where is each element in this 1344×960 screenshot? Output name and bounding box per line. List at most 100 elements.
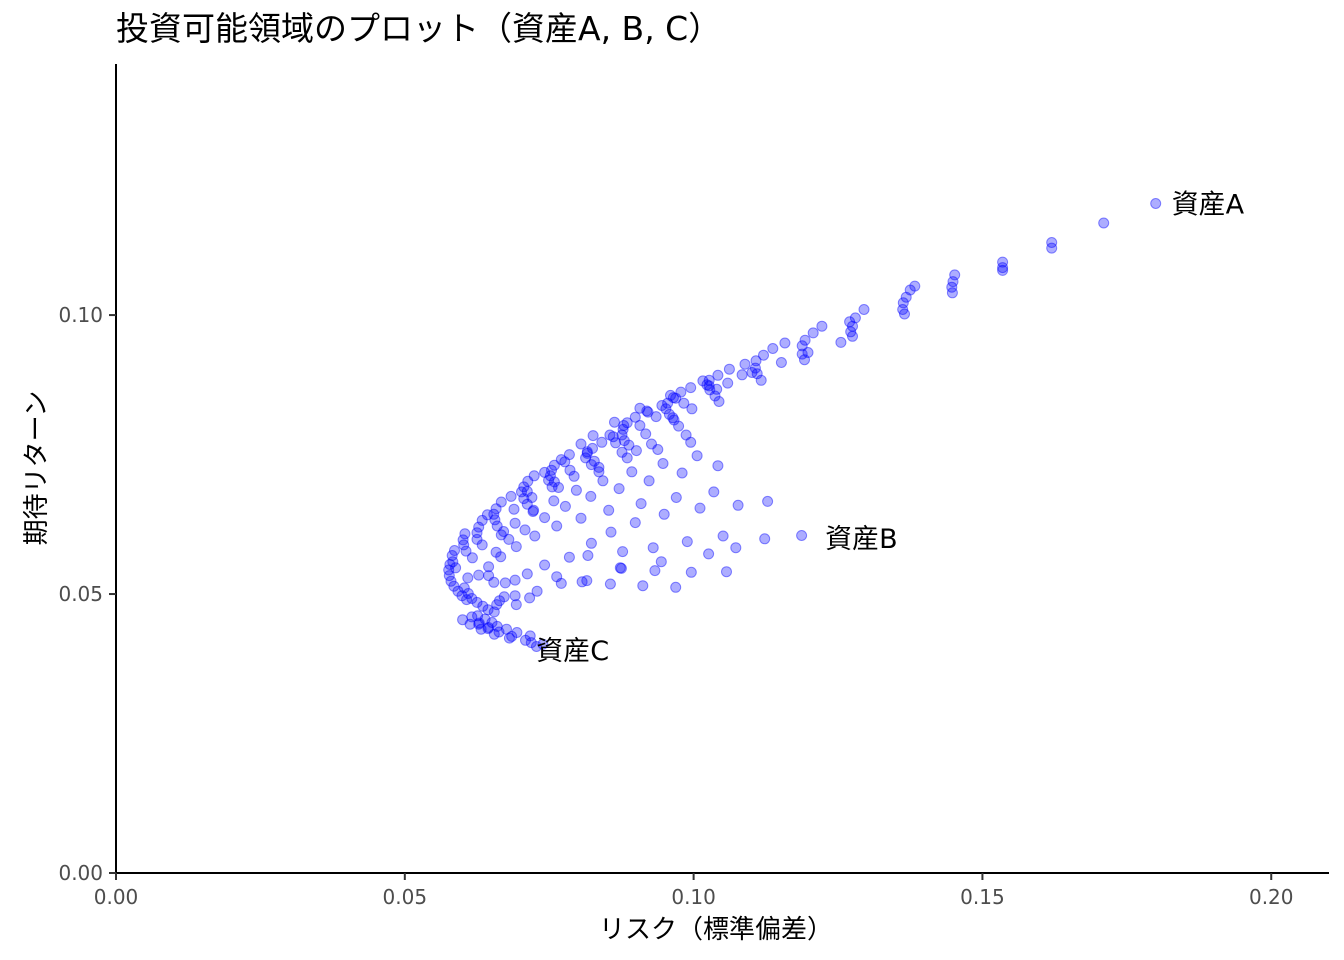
data-point — [1046, 242, 1058, 254]
data-point — [443, 564, 455, 576]
data-point — [588, 455, 600, 467]
data-point — [617, 423, 629, 435]
data-point — [568, 470, 580, 482]
data-point — [711, 383, 723, 395]
data-point — [581, 447, 593, 459]
data-point — [667, 412, 679, 424]
data-point — [498, 591, 510, 603]
data-point — [755, 374, 767, 386]
data-point — [528, 470, 540, 482]
data-point — [605, 526, 617, 538]
data-point — [486, 617, 498, 628]
data-point — [621, 452, 633, 464]
data-point — [685, 382, 697, 394]
data-point — [909, 280, 921, 292]
data-point — [658, 508, 670, 520]
data-point — [473, 521, 485, 533]
data-point — [462, 572, 474, 584]
data-point — [457, 614, 469, 626]
data-point — [779, 337, 791, 349]
x-tick-label: 0.10 — [671, 885, 716, 909]
data-point — [667, 392, 679, 404]
data-point — [847, 320, 858, 332]
data-point — [460, 545, 472, 557]
data-point — [1046, 237, 1058, 248]
data-point — [587, 430, 599, 442]
data-point — [445, 575, 457, 587]
data-point — [703, 380, 715, 392]
data-point — [466, 593, 478, 604]
data-point — [732, 499, 744, 511]
data-point — [509, 517, 521, 529]
data-point — [900, 291, 912, 303]
data-point — [581, 446, 593, 458]
data-point — [712, 369, 724, 381]
chart-title: 投資可能領域のプロット（資産A, B, C） — [116, 9, 721, 48]
data-point — [730, 542, 742, 554]
data-point — [464, 618, 476, 630]
data-point — [704, 384, 716, 396]
data-point — [527, 506, 539, 517]
data-point — [618, 420, 630, 431]
data-point — [1150, 198, 1162, 209]
data-point — [476, 514, 488, 526]
data-point — [618, 435, 630, 447]
data-point — [647, 542, 659, 554]
data-point — [585, 490, 597, 502]
data-point — [642, 406, 654, 418]
data-point — [539, 512, 551, 524]
data-point — [949, 269, 961, 281]
data-point — [722, 377, 734, 389]
data-point — [609, 416, 620, 428]
data-point — [701, 379, 713, 391]
data-point — [481, 509, 493, 521]
data-point — [635, 498, 647, 510]
data-point — [626, 466, 638, 478]
data-point — [531, 641, 542, 652]
data-point — [614, 562, 626, 574]
data-point — [491, 520, 503, 532]
data-point — [456, 590, 468, 602]
data-point — [899, 308, 910, 320]
x-tick-label: 0.05 — [383, 885, 428, 909]
data-point — [457, 534, 469, 546]
data-point — [796, 348, 808, 360]
data-point — [603, 504, 615, 516]
data-point — [495, 529, 507, 541]
data-point — [466, 552, 478, 564]
data-point — [596, 436, 608, 448]
data-point — [509, 574, 521, 586]
data-point — [479, 613, 491, 625]
data-point — [475, 623, 487, 635]
data-point — [491, 620, 503, 632]
data-point — [462, 588, 474, 599]
data-point — [613, 483, 625, 495]
data-point — [670, 492, 682, 503]
data-point — [482, 623, 494, 635]
data-point — [477, 600, 489, 612]
data-point — [621, 417, 633, 429]
data-point — [518, 481, 530, 493]
data-point — [610, 437, 622, 449]
data-point — [526, 492, 538, 503]
data-point — [539, 559, 551, 571]
data-point — [555, 454, 567, 466]
data-point — [444, 559, 456, 570]
data-point — [767, 343, 779, 354]
data-point — [997, 256, 1009, 268]
data-point — [546, 481, 558, 493]
data-point — [585, 459, 597, 471]
data-point — [490, 546, 502, 558]
data-point — [524, 592, 536, 604]
data-point — [697, 375, 709, 387]
data-point — [746, 367, 758, 378]
data-point — [721, 566, 732, 578]
data-point — [488, 628, 500, 640]
data-point — [759, 533, 771, 545]
data-point — [750, 355, 762, 367]
data-point — [799, 354, 810, 366]
data-point — [471, 533, 483, 545]
data-point — [717, 530, 729, 542]
data-point — [849, 312, 861, 324]
data-point — [678, 397, 690, 409]
